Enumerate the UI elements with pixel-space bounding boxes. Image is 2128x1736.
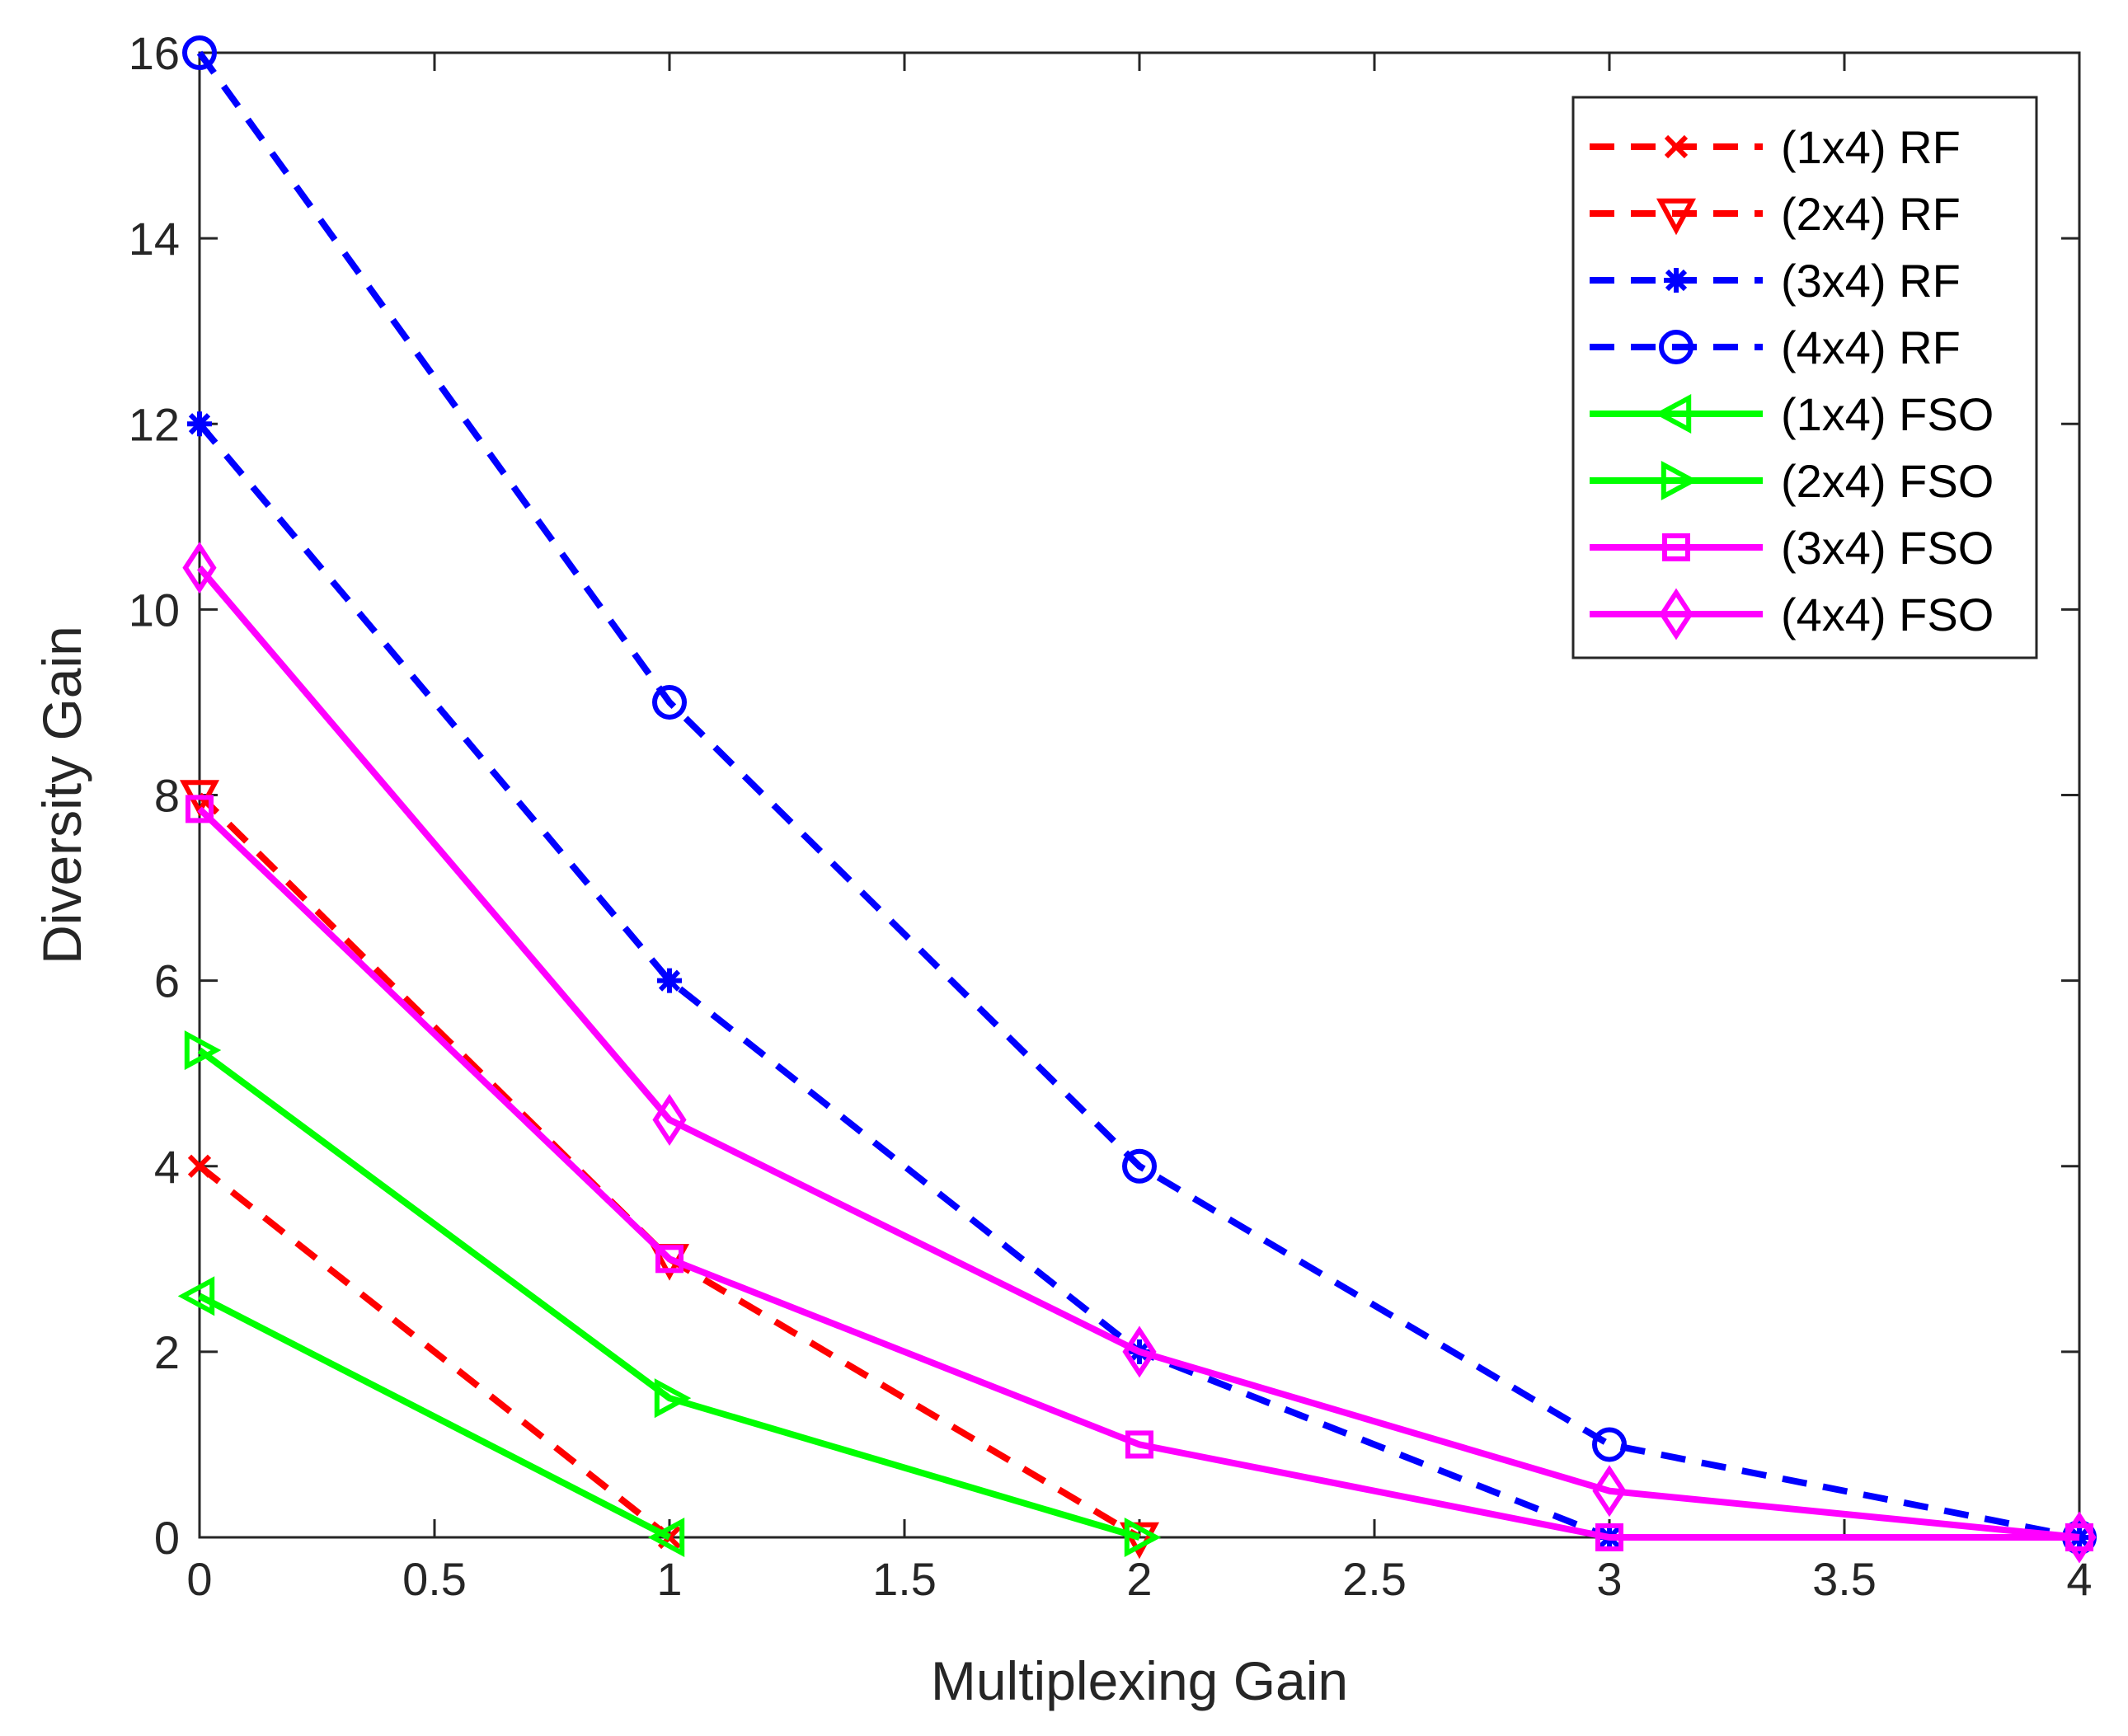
data-point-marker bbox=[1595, 1523, 1623, 1551]
y-tick-label: 14 bbox=[129, 213, 180, 265]
data-point-marker bbox=[655, 1245, 683, 1274]
y-tick-label: 2 bbox=[154, 1326, 180, 1378]
legend-marker bbox=[1654, 393, 1692, 434]
data-point-marker bbox=[654, 1378, 692, 1419]
y-tick-label: 16 bbox=[129, 27, 180, 79]
legend-label: (2x4) RF bbox=[1781, 188, 1961, 240]
legend-marker bbox=[1661, 460, 1698, 501]
data-point-marker bbox=[1122, 1148, 1157, 1184]
data-point-marker bbox=[1125, 1430, 1153, 1459]
series-line-4x4-fso bbox=[196, 565, 2080, 1541]
data-point-marker bbox=[184, 1030, 222, 1071]
legend-marker bbox=[1659, 330, 1693, 364]
data-point-marker bbox=[657, 968, 682, 993]
y-tick-label: 4 bbox=[154, 1141, 180, 1193]
legend-entry-1x4-rf: (1x4) RF bbox=[1590, 121, 1961, 173]
legend-marker bbox=[1664, 268, 1689, 293]
legend-label: (2x4) FSO bbox=[1781, 455, 1994, 507]
data-point-marker bbox=[1592, 1427, 1627, 1462]
legend-entry-2x4-fso: (2x4) FSO bbox=[1590, 455, 1994, 507]
y-tick-label: 8 bbox=[154, 770, 180, 822]
data-point-marker bbox=[647, 1517, 685, 1558]
x-tick-label: 3 bbox=[1596, 1553, 1622, 1605]
data-point-marker bbox=[177, 1276, 215, 1316]
series-line-4x4-rf bbox=[196, 50, 2080, 1541]
legend-marker bbox=[1659, 588, 1693, 640]
legend-label: (3x4) RF bbox=[1781, 255, 1961, 307]
series-4x4-rf bbox=[182, 35, 2097, 1555]
series-layer bbox=[177, 35, 2097, 1564]
legend: (1x4) RF (2x4) RF (3x4) RF (4x4) RF (1x4) FS… bbox=[1571, 96, 2038, 659]
data-point-marker bbox=[182, 542, 217, 594]
legend-box bbox=[1571, 96, 2038, 659]
data-point-marker bbox=[187, 411, 212, 437]
y-axis-label: Diversity Gain bbox=[31, 626, 92, 964]
data-point-marker bbox=[187, 1154, 212, 1178]
y-tick-label: 12 bbox=[129, 398, 180, 450]
x-tick-label: 2 bbox=[1126, 1553, 1152, 1605]
legend-entry-3x4-rf: (3x4) RF bbox=[1590, 255, 1961, 307]
x-tick-label: 3.5 bbox=[1812, 1553, 1877, 1605]
x-tick-label: 0 bbox=[186, 1553, 212, 1605]
legend-marker bbox=[1664, 134, 1689, 159]
data-point-marker bbox=[182, 35, 217, 70]
legend-label: (1x4) FSO bbox=[1781, 388, 1994, 440]
data-point-marker bbox=[2062, 1511, 2097, 1564]
x-tick-label: 1.5 bbox=[872, 1553, 937, 1605]
series-line-3x4-fso bbox=[197, 806, 2079, 1541]
data-point-marker bbox=[1124, 1517, 1162, 1558]
y-axis-ticks: 0 2 4 6 8 10 12 14 16 bbox=[129, 27, 2079, 1564]
x-axis-ticks: 0 0.5 1 1.5 2 2.5 3 3.5 4 bbox=[186, 53, 2093, 1605]
y-tick-label: 10 bbox=[129, 584, 180, 636]
legend-label: (3x4) FSO bbox=[1781, 522, 1994, 574]
x-tick-label: 1 bbox=[656, 1553, 682, 1605]
series-1x4-fso bbox=[177, 1276, 685, 1558]
y-tick-label: 6 bbox=[154, 955, 180, 1007]
legend-label: (4x4) FSO bbox=[1781, 589, 1994, 640]
legend-entry-2x4-rf: (2x4) RF bbox=[1590, 188, 1961, 240]
data-point-marker bbox=[652, 1093, 687, 1146]
legend-marker bbox=[1656, 198, 1697, 236]
series-4x4-fso bbox=[182, 542, 2097, 1564]
x-tick-label: 2.5 bbox=[1342, 1553, 1407, 1605]
legend-entry-1x4-fso: (1x4) FSO bbox=[1590, 388, 1994, 440]
data-point-marker bbox=[1592, 1465, 1627, 1518]
x-axis-label: Multiplexing Gain bbox=[931, 1650, 1348, 1711]
data-point-marker bbox=[652, 684, 687, 720]
y-tick-label: 0 bbox=[154, 1512, 180, 1564]
legend-entry-4x4-fso: (4x4) FSO bbox=[1590, 588, 1994, 640]
data-point-marker bbox=[186, 795, 214, 823]
series-line-2x4-fso bbox=[197, 1047, 1141, 1541]
legend-label: (4x4) RF bbox=[1781, 321, 1961, 373]
series-line-1x4-fso bbox=[198, 1293, 671, 1541]
legend-marker bbox=[1662, 533, 1690, 561]
series-line-1x4-rf bbox=[197, 1163, 672, 1541]
series-2x4-fso bbox=[184, 1030, 1162, 1558]
legend-label: (1x4) RF bbox=[1781, 121, 1961, 173]
data-point-marker bbox=[1122, 1325, 1157, 1378]
x-tick-label: 0.5 bbox=[402, 1553, 467, 1605]
legend-entry-3x4-fso: (3x4) FSO bbox=[1590, 522, 1994, 574]
legend-entry-4x4-rf: (4x4) RF bbox=[1590, 321, 1961, 373]
